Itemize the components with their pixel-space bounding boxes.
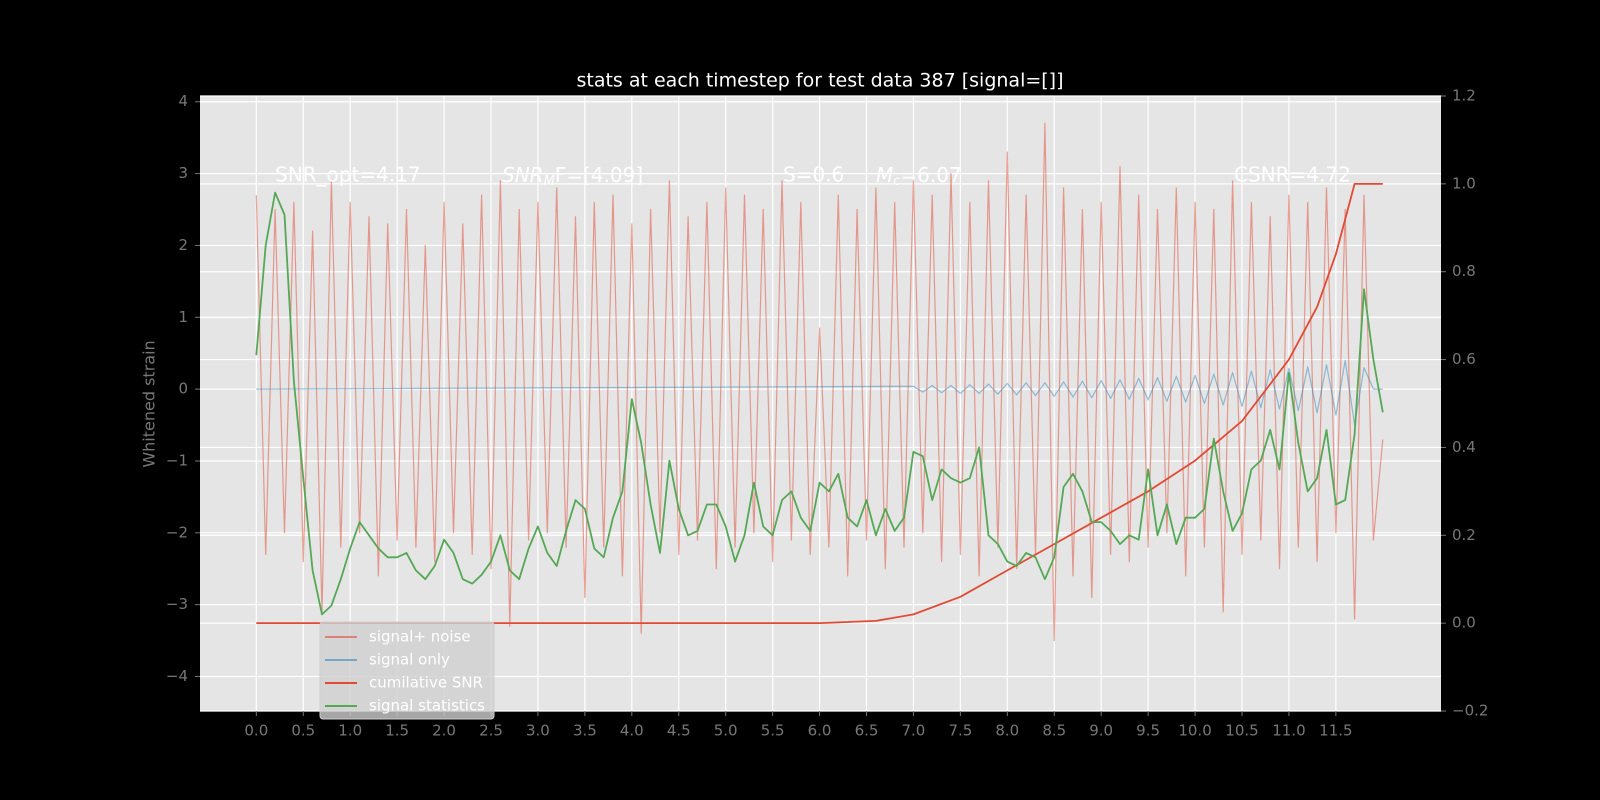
annotation: SNR_opt=4.17 [275, 163, 421, 187]
y-tick-label: −4 [166, 667, 188, 685]
y-tick-label: −2 [166, 523, 188, 541]
y-tick-label: −1 [166, 451, 188, 469]
y-tick-label: 3 [178, 164, 188, 182]
x-tick-label: 11.0 [1272, 722, 1305, 740]
x-tick-label: 4.0 [620, 722, 644, 740]
annotation-base: SNR [502, 163, 544, 187]
x-tick-label: 8.5 [1042, 722, 1066, 740]
legend-label: signal+ noise [369, 628, 471, 646]
x-tick-label: 5.0 [714, 722, 738, 740]
x-tick-label: 7.0 [902, 722, 926, 740]
x-tick-label: 0.5 [291, 722, 315, 740]
x-tick-label: 4.5 [667, 722, 691, 740]
y2-tick-label: 0.0 [1452, 614, 1476, 632]
x-tick-label: 11.5 [1319, 722, 1352, 740]
annotation-tail: =6.07 [900, 163, 961, 187]
y-tick-label: 0 [178, 380, 188, 398]
series-line [255, 122, 1384, 642]
y2-tick-label: 0.8 [1452, 262, 1476, 280]
x-tick-label: 2.5 [479, 722, 503, 740]
y2-tick-label: −0.2 [1452, 702, 1488, 720]
legend-label: signal statistics [369, 697, 485, 715]
x-tick-label: 3.0 [526, 722, 550, 740]
x-tick-label: 3.5 [573, 722, 597, 740]
x-tick-label: 9.5 [1136, 722, 1160, 740]
annotation: SNRMF=[4.09] [502, 163, 643, 189]
y-tick-label: 1 [178, 308, 188, 326]
annotation: S=0.6 [783, 163, 844, 187]
series-line [256, 359, 1383, 426]
legend-label: cumilative SNR [369, 674, 483, 692]
x-tick-label: 6.0 [808, 722, 832, 740]
x-tick-label: 6.5 [855, 722, 879, 740]
annotation-subscript: c [893, 174, 900, 189]
annotation-subscript: M [544, 174, 555, 189]
annotation: CSNR=4.72 [1234, 163, 1351, 187]
series-line [255, 191, 1384, 616]
legend: signal+ noise signal only cumilative SNR si… [319, 621, 495, 720]
y2-tick-label: 1.2 [1452, 87, 1476, 105]
y-tick-label: 4 [178, 92, 188, 110]
x-tick-label: 10.5 [1225, 722, 1258, 740]
x-tick-label: 8.0 [995, 722, 1019, 740]
y-tick-label: −3 [166, 595, 188, 613]
x-tick-label: 2.0 [432, 722, 456, 740]
legend-label: signal only [369, 651, 450, 669]
x-tick-label: 1.0 [338, 722, 362, 740]
annotation-tail: F=[4.09] [555, 163, 643, 187]
grid [200, 95, 1441, 712]
axes: −4 −3 −2 −1 0 1 2 3 4 −0.2 0.0 0.2 0.4 0.6 0.8 1.0 1.2 0.… [166, 87, 1489, 740]
annotation-base: M [876, 163, 893, 187]
x-tick-label: 5.5 [761, 722, 785, 740]
series-line [256, 182, 1383, 624]
x-tick-label: 1.5 [385, 722, 409, 740]
x-tick-label: 10.0 [1178, 722, 1211, 740]
x-tick-label: 7.5 [948, 722, 972, 740]
chart-title: stats at each timestep for test data 387… [576, 70, 1063, 92]
y2-tick-label: 0.2 [1452, 526, 1476, 544]
annotation: Mc=6.07 [876, 163, 962, 189]
y-tick-label: 2 [178, 236, 188, 254]
y2-tick-label: 1.0 [1452, 174, 1476, 192]
y-axis-label: Whitened strain [140, 340, 159, 467]
x-tick-label: 9.0 [1089, 722, 1113, 740]
plot-area [200, 96, 1441, 711]
y2-tick-label: 0.6 [1452, 350, 1476, 368]
legend-box [319, 621, 495, 720]
x-tick-label: 0.0 [244, 722, 268, 740]
y2-tick-label: 0.4 [1452, 438, 1476, 456]
